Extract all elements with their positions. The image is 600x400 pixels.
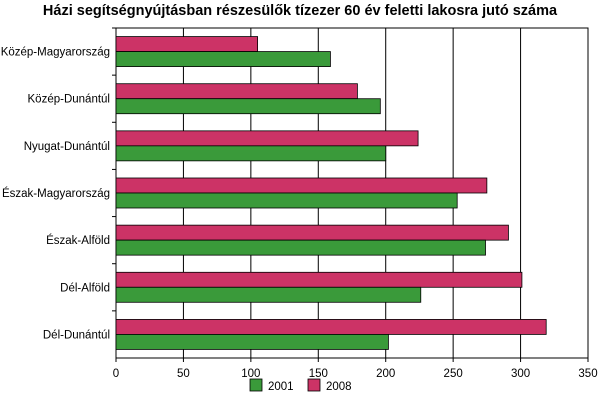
x-tick-label: 150 — [309, 368, 328, 380]
category-label: Nyugat-Dunántúl — [24, 141, 110, 153]
bar-2001 — [115, 286, 422, 303]
chart-title: Házi segítségnyújtásban részesülők tízez… — [43, 3, 558, 19]
bar-2008 — [115, 83, 358, 100]
bar-2008 — [115, 36, 259, 52]
category-label: Közép-Dunántúl — [28, 94, 110, 106]
bar-2001 — [115, 334, 389, 350]
category-label: Közép-Magyarország — [1, 47, 110, 59]
x-tick-label: 50 — [177, 368, 190, 380]
bar-2001 — [115, 51, 331, 67]
bar-2001 — [115, 239, 486, 256]
legend-swatch-2008 — [307, 378, 321, 392]
category-label: Dél-Alföld — [60, 282, 110, 294]
x-tick-label: 300 — [511, 368, 530, 380]
bar-2001 — [115, 192, 458, 209]
x-tick-label: 350 — [578, 368, 597, 380]
category-label: Dél-Dunántúl — [43, 329, 110, 341]
x-tick-label: 100 — [241, 368, 260, 380]
bar-2008 — [115, 177, 488, 194]
bar-2008 — [115, 130, 419, 147]
category-label: Észak-Magyarország — [2, 187, 110, 200]
x-tick-label: 0 — [113, 368, 119, 380]
bar-2001 — [115, 145, 387, 162]
legend: 2001 2008 — [249, 378, 352, 393]
legend-label: 2001 — [268, 381, 294, 393]
legend-label: 2008 — [326, 381, 352, 393]
legend-swatch-2001 — [249, 378, 263, 392]
bar-2001 — [115, 98, 381, 115]
bar-2008 — [115, 319, 547, 335]
plot-area: 0 50 100 150 200 250 300 350 Közép-Magyarország K… — [1, 27, 598, 380]
bar-2008 — [115, 224, 509, 241]
bar-2008 — [115, 271, 523, 288]
category-label: Észak-Alföld — [46, 234, 110, 247]
x-tick-label: 250 — [444, 368, 463, 380]
x-tick-label: 200 — [376, 368, 395, 380]
